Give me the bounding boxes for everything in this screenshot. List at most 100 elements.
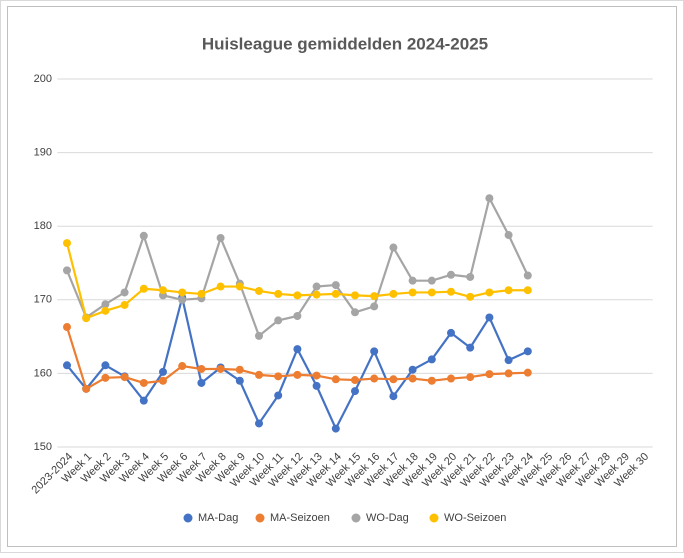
data-point [370, 347, 379, 356]
data-point [197, 378, 206, 387]
data-point [408, 276, 417, 285]
data-point [235, 282, 244, 291]
data-point [120, 288, 129, 297]
legend-marker [183, 513, 193, 523]
data-point [139, 378, 148, 387]
data-point [389, 375, 398, 384]
data-point [466, 343, 475, 352]
data-point [504, 369, 513, 378]
data-point [139, 284, 148, 293]
data-point [139, 231, 148, 240]
data-point [466, 272, 475, 281]
data-point [370, 302, 379, 311]
data-point [159, 367, 167, 376]
data-point [255, 419, 263, 428]
data-point [331, 424, 340, 433]
y-tick-label: 190 [34, 147, 52, 159]
data-point [216, 282, 225, 291]
data-point [274, 289, 283, 298]
data-point [120, 300, 129, 309]
y-tick-label: 160 [34, 367, 52, 379]
data-point [101, 373, 110, 382]
data-point [408, 365, 417, 374]
data-point [274, 372, 283, 381]
data-point [408, 374, 417, 383]
data-point [523, 286, 532, 295]
data-point [485, 313, 494, 322]
data-point [523, 271, 532, 280]
data-point [274, 391, 283, 400]
data-point [485, 288, 494, 297]
y-tick-label: 200 [34, 73, 52, 85]
data-point [216, 364, 225, 373]
data-point [466, 373, 475, 382]
data-point [351, 387, 359, 396]
data-point [331, 281, 340, 290]
data-point [389, 243, 398, 252]
chart-area [7, 6, 677, 547]
y-tick-label: 170 [34, 294, 52, 306]
data-point [370, 374, 379, 383]
y-tick-label: 180 [34, 220, 52, 232]
data-point [293, 311, 302, 320]
data-point [351, 291, 359, 300]
legend-label: MA-Seizoen [270, 512, 330, 524]
data-point [255, 331, 263, 340]
data-point [293, 370, 302, 379]
data-point [120, 373, 129, 382]
data-point [293, 345, 302, 354]
data-point [197, 289, 206, 298]
data-point [389, 392, 398, 401]
data-point [197, 364, 206, 373]
data-point [447, 270, 455, 279]
data-point [523, 368, 532, 377]
data-point [447, 374, 455, 383]
data-point [466, 292, 475, 301]
legend-marker [351, 513, 361, 523]
data-point [351, 376, 359, 385]
data-point [427, 376, 436, 385]
data-point [485, 194, 494, 203]
legend-marker [429, 513, 439, 523]
data-point [139, 396, 148, 405]
data-point [447, 287, 455, 296]
data-point [178, 295, 187, 304]
data-point [370, 292, 379, 301]
data-point [63, 361, 71, 370]
data-point [274, 316, 283, 325]
data-point [447, 328, 455, 337]
data-point [101, 300, 110, 309]
data-point [331, 289, 340, 298]
data-point [235, 376, 244, 385]
data-point [178, 362, 187, 371]
chart-title: Huisleague gemiddelden 2024-2025 [202, 34, 488, 53]
data-point [63, 266, 71, 275]
data-point [63, 323, 71, 332]
data-point [485, 370, 494, 379]
data-point [427, 276, 436, 285]
data-point [293, 291, 302, 300]
data-point [159, 376, 167, 385]
data-point [312, 381, 321, 390]
data-point [312, 371, 321, 380]
legend-marker [255, 513, 265, 523]
data-point [351, 308, 359, 317]
data-point [504, 231, 513, 240]
data-point [178, 288, 187, 297]
data-point [255, 286, 263, 295]
legend-label: WO-Seizoen [444, 512, 506, 524]
data-point [331, 375, 340, 384]
data-point [216, 233, 225, 242]
data-point [504, 286, 513, 295]
data-point [312, 290, 321, 299]
data-point [63, 239, 71, 248]
legend-label: MA-Dag [198, 512, 238, 524]
data-point [101, 306, 110, 315]
data-point [255, 370, 263, 379]
data-point [389, 289, 398, 298]
data-point [82, 314, 91, 323]
data-point [427, 288, 436, 297]
data-point [101, 361, 110, 370]
